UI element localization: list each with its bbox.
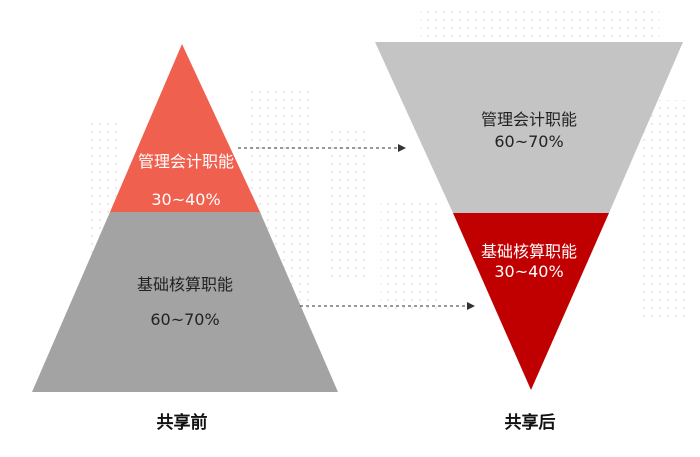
before-bottom-trapezoid xyxy=(32,212,338,392)
before-caption: 共享前 xyxy=(156,413,208,433)
before-top-triangle xyxy=(110,44,260,212)
after-top-label: 管理会计职能 xyxy=(480,110,577,129)
after-caption: 共享后 xyxy=(504,413,556,433)
before-top-range: 30~40% xyxy=(151,190,221,209)
after-top-range: 60~70% xyxy=(494,132,564,151)
after-bottom-range: 30~40% xyxy=(494,262,564,281)
before-bottom-range: 60~70% xyxy=(150,310,220,329)
background-pattern xyxy=(90,10,690,320)
before-bottom-label: 基础核算职能 xyxy=(136,275,233,294)
after-top-trapezoid xyxy=(375,42,683,213)
before-top-label: 管理会计职能 xyxy=(137,152,234,171)
after-bottom-label: 基础核算职能 xyxy=(480,242,577,261)
after-bottom-triangle xyxy=(453,213,609,390)
